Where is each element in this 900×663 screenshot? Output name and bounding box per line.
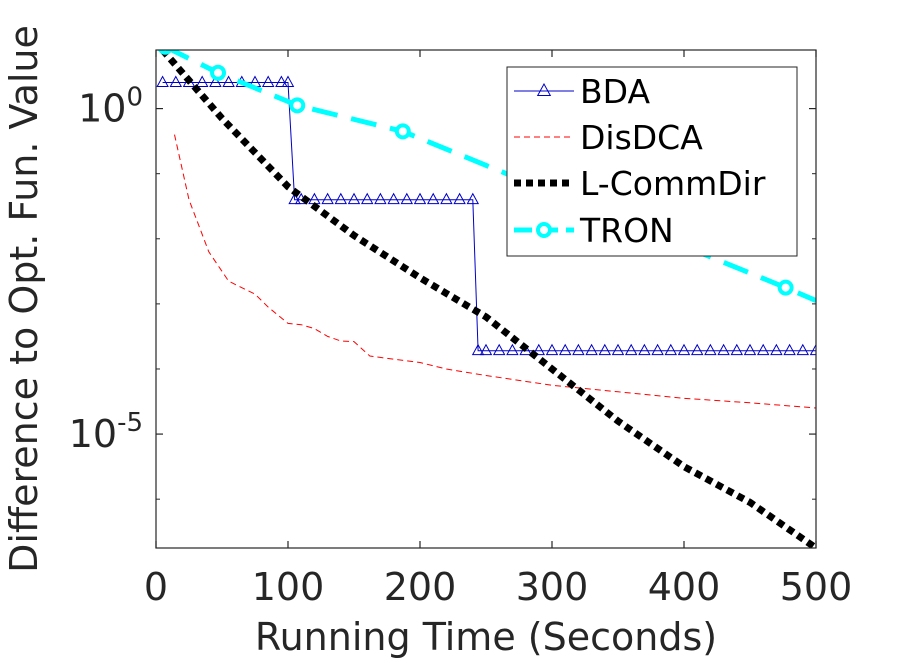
bda-marker [387, 192, 400, 205]
bda-marker [743, 343, 757, 356]
bda-marker [471, 343, 485, 356]
y-tick-label: 10-5 [69, 408, 143, 456]
x-tick-label: 500 [780, 565, 853, 609]
bda-marker [730, 343, 744, 356]
bda-marker [677, 343, 691, 356]
x-tick-label: 300 [516, 565, 589, 609]
bda-marker [532, 343, 546, 356]
x-axis-title: Running Time (Seconds) [255, 615, 717, 659]
y-tick-label: 100 [78, 83, 143, 131]
ticks-layer: 0 100 200 300 400 500 100 10-5 [69, 50, 853, 609]
series-line-disdca [174, 134, 816, 409]
bda-marker [334, 192, 348, 205]
bda-marker [545, 343, 559, 356]
bda-marker [347, 192, 361, 205]
bda-marker [506, 343, 519, 356]
y-axis-title: Difference to Opt. Fun. Value [2, 25, 46, 573]
bda-marker [598, 343, 612, 356]
bda-marker [466, 192, 480, 205]
bda-marker [261, 75, 275, 87]
bda-marker [664, 343, 678, 356]
series-line-tron [166, 50, 816, 303]
series-line-l-commdir [159, 50, 816, 548]
tron-marker [394, 123, 411, 140]
plot-frame [155, 49, 817, 549]
bda-marker [288, 192, 301, 205]
series-line-bda [162, 82, 816, 352]
bda-marker [704, 343, 717, 356]
x-tick-label: 100 [252, 565, 325, 609]
legend-box [506, 66, 798, 257]
bda-marker [690, 343, 704, 356]
bda-marker [770, 343, 783, 356]
legend-label-bda: BDA [580, 72, 650, 111]
bda-marker [321, 192, 334, 205]
bda-marker [624, 343, 638, 356]
legend-marker-bda [536, 82, 552, 97]
bda-marker [492, 343, 506, 356]
bda-marker [281, 75, 295, 87]
bda-marker [479, 343, 493, 356]
legend-marker-tron [536, 222, 552, 238]
x-tick-label: 0 [144, 565, 168, 609]
bda-marker [453, 192, 466, 205]
bda-marker [156, 75, 169, 87]
bda-marker [611, 343, 625, 356]
bda-marker [651, 343, 664, 356]
bda-marker [413, 192, 427, 205]
bda-marker [585, 343, 598, 356]
bda-marker [783, 343, 796, 356]
bda-marker [717, 343, 730, 356]
bda-marker [195, 75, 209, 87]
bda-marker [809, 343, 816, 356]
bda-marker [275, 75, 288, 87]
tron-marker [210, 64, 227, 81]
tron-marker [777, 279, 794, 296]
bda-marker [169, 75, 183, 87]
x-tick-label: 400 [648, 565, 721, 609]
bda-marker [374, 192, 387, 205]
legend-label-l-commdir: L-CommDir [580, 164, 766, 203]
bda-marker [209, 75, 222, 87]
legend-label-disdca: DisDCA [580, 118, 703, 157]
tron-marker [289, 97, 306, 114]
legend-samples [514, 82, 574, 238]
bda-marker [222, 75, 235, 87]
bda-marker [756, 343, 770, 356]
series-layer [156, 50, 816, 548]
bda-marker [796, 343, 810, 356]
bda-marker [360, 192, 374, 205]
bda-marker [558, 343, 572, 356]
legend: BDA DisDCA L-CommDir TRON [506, 66, 798, 257]
legend-label-tron: TRON [579, 211, 674, 250]
bda-marker [638, 343, 651, 356]
bda-marker [440, 192, 453, 205]
bda-marker [572, 343, 585, 356]
bda-marker [400, 192, 414, 205]
x-tick-label: 200 [384, 565, 457, 609]
bda-marker [426, 192, 440, 205]
tron-marker [157, 50, 173, 55]
